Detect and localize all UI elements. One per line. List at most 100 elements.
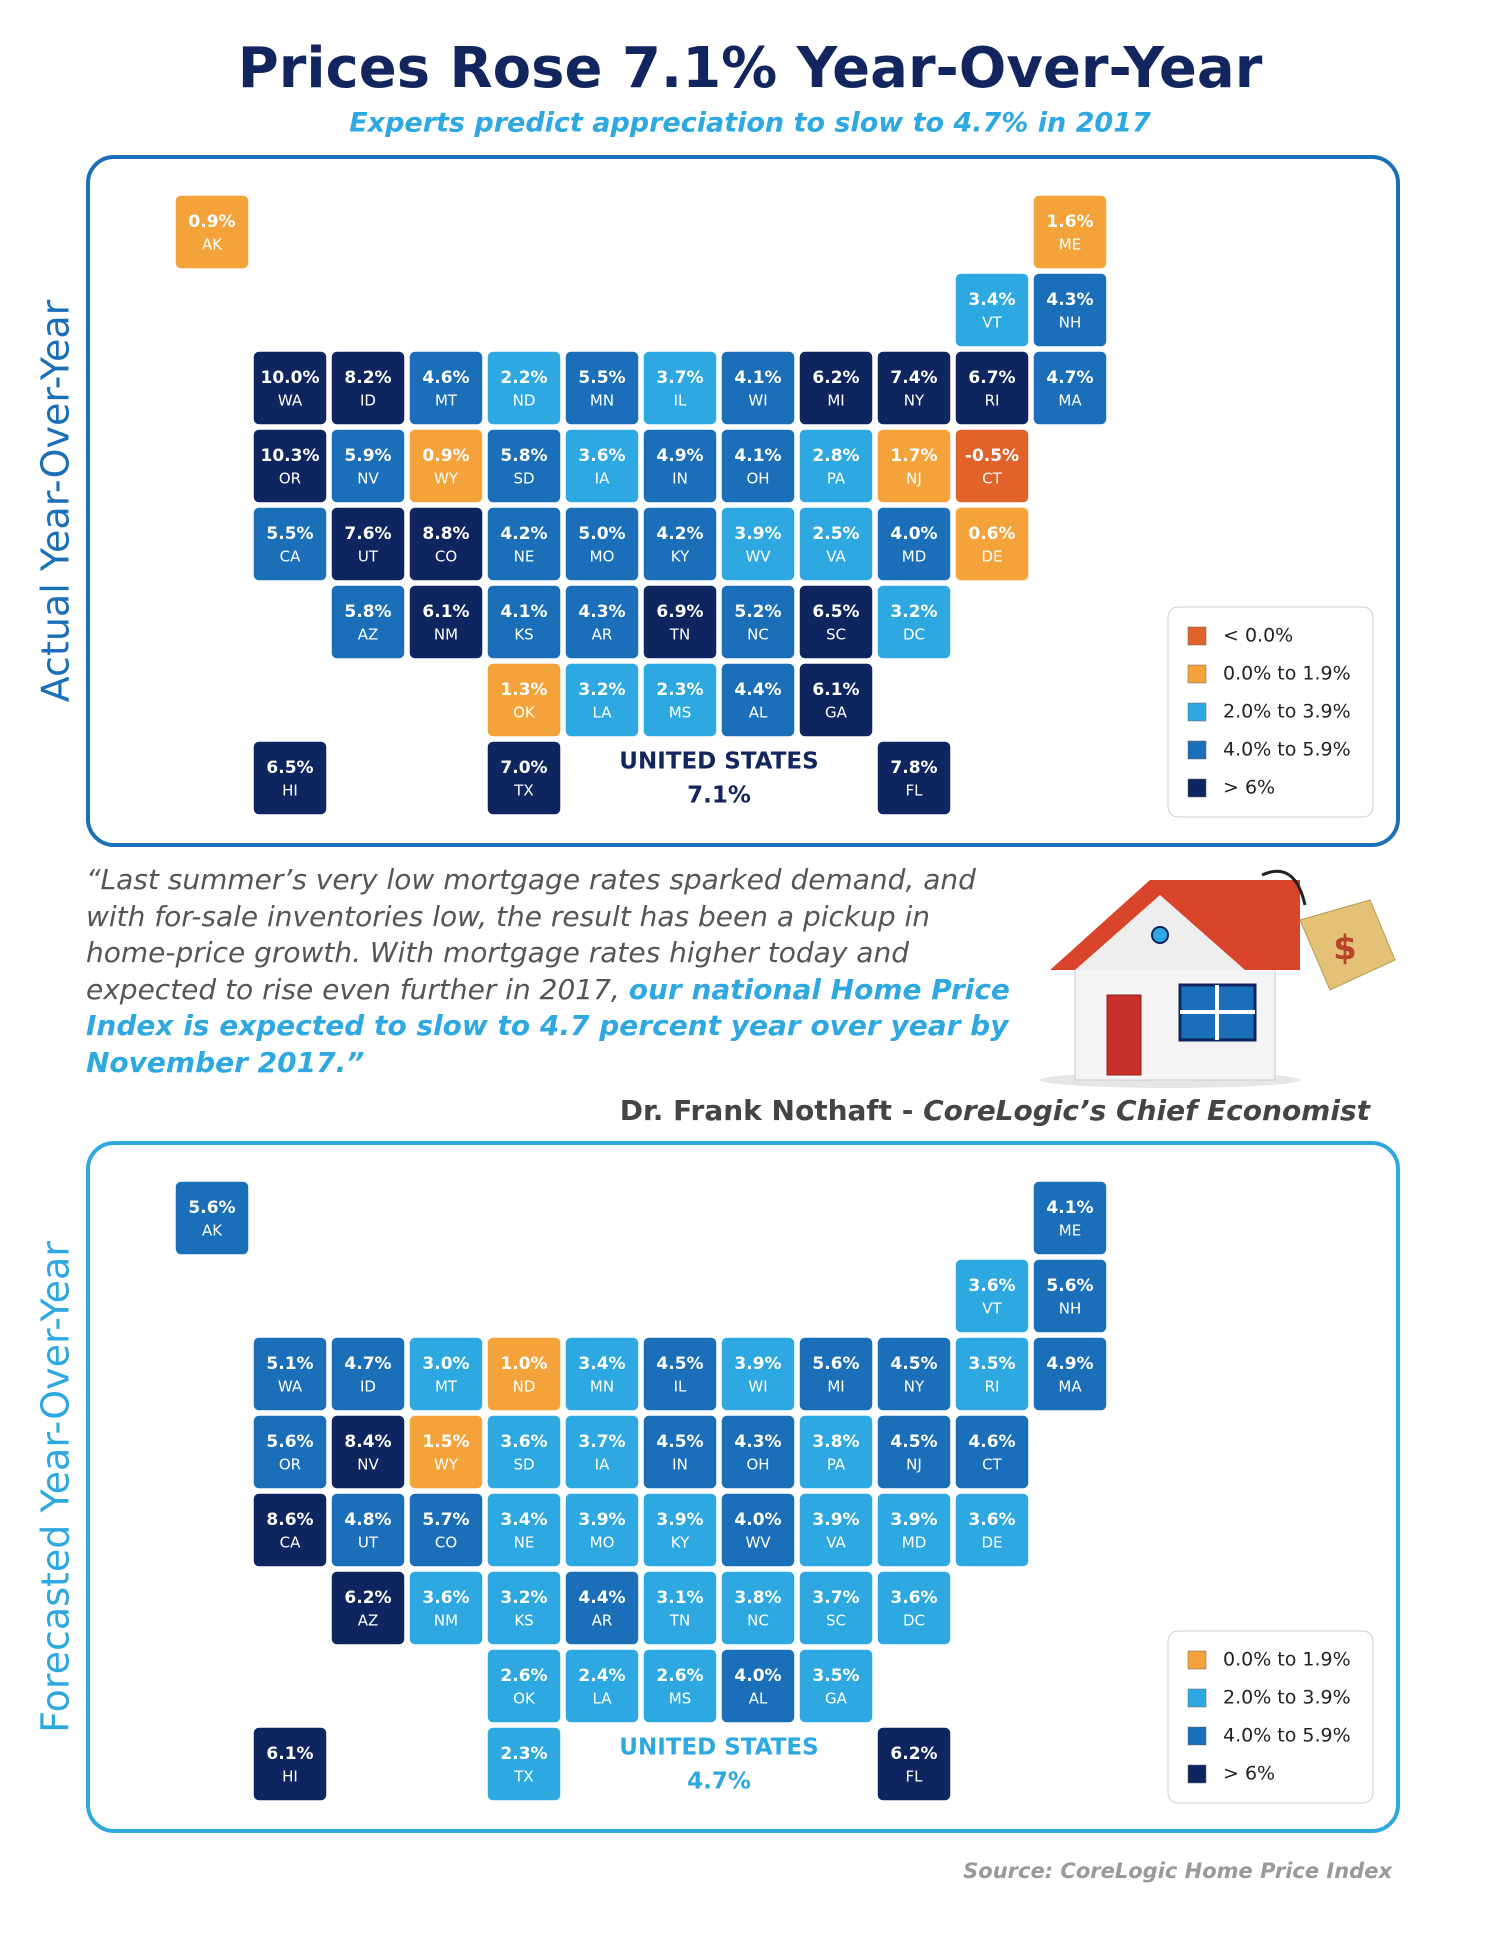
svg-text:$: $ (1333, 929, 1357, 969)
state-tile (720, 1492, 796, 1568)
state-tile (876, 740, 952, 816)
state-tile (876, 1492, 952, 1568)
state-tile (252, 506, 328, 582)
state-tile (330, 1336, 406, 1412)
state-value: 2.3% (500, 1744, 547, 1764)
state-value: 6.1% (422, 602, 469, 622)
state-tile (954, 1492, 1030, 1568)
state-value: 4.8% (344, 1510, 391, 1530)
state-tile (954, 428, 1030, 504)
state-abbr: WV (745, 548, 771, 566)
state-tile (954, 350, 1030, 426)
state-abbr: NE (514, 548, 535, 566)
state-abbr: WY (434, 470, 459, 488)
state-abbr: WY (434, 1456, 459, 1474)
state-value: 4.0% (734, 1510, 781, 1530)
state-value: 3.7% (578, 1432, 625, 1452)
state-value: 6.5% (266, 758, 313, 778)
quote: “Last summer’s very low mortgage rates s… (86, 862, 1016, 1081)
state-abbr: DC (903, 626, 925, 644)
state-abbr: NJ (906, 470, 922, 488)
legend-label: 2.0% to 3.9% (1223, 1687, 1351, 1709)
state-tile (486, 1492, 562, 1568)
state-abbr: PA (827, 470, 846, 488)
state-value: 4.6% (968, 1432, 1015, 1452)
state-abbr: WA (278, 1378, 303, 1396)
state-abbr: OR (279, 470, 301, 488)
subtitle: Experts predict appreciation to slow to … (349, 108, 1151, 139)
state-abbr: AR (592, 1612, 613, 1630)
state-value: 3.6% (422, 1588, 469, 1608)
state-abbr: DE (981, 1534, 1002, 1552)
state-tile (330, 1492, 406, 1568)
state-abbr: DC (903, 1612, 925, 1630)
state-abbr: IA (595, 470, 610, 488)
state-value: 4.2% (656, 524, 703, 544)
legend-label: 0.0% to 1.9% (1223, 663, 1351, 685)
state-abbr: AZ (358, 1612, 379, 1630)
state-abbr: MN (590, 392, 614, 410)
state-value: 3.5% (812, 1666, 859, 1686)
state-tile (876, 1726, 952, 1802)
state-value: 1.5% (422, 1432, 469, 1452)
legend-swatch (1187, 1726, 1207, 1746)
state-abbr: TN (669, 626, 690, 644)
state-abbr: IL (674, 392, 687, 410)
state-abbr: NC (747, 626, 769, 644)
state-value: 4.2% (500, 524, 547, 544)
state-value: 5.0% (578, 524, 625, 544)
state-value: 0.9% (422, 446, 469, 466)
state-tile (798, 584, 874, 660)
state-tile (720, 1648, 796, 1724)
state-abbr: AK (202, 236, 223, 254)
state-value: 3.6% (968, 1510, 1015, 1530)
state-abbr: NV (357, 1456, 379, 1474)
state-tile (1032, 272, 1108, 348)
map-frame (86, 1141, 1400, 1833)
state-abbr: MA (1058, 392, 1082, 410)
state-abbr: IL (674, 1378, 687, 1396)
state-tile (720, 506, 796, 582)
state-abbr: LA (593, 1690, 613, 1708)
state-value: 8.8% (422, 524, 469, 544)
state-abbr: ID (360, 1378, 376, 1396)
state-abbr: NH (1059, 1300, 1082, 1318)
state-abbr: MI (827, 1378, 844, 1396)
state-tile (954, 1414, 1030, 1490)
state-value: 4.7% (1046, 368, 1093, 388)
legend-swatch (1187, 664, 1207, 684)
state-tile (1032, 1258, 1108, 1334)
state-value: 4.4% (578, 1588, 625, 1608)
state-abbr: NM (434, 1612, 458, 1630)
state-value: 1.3% (500, 680, 547, 700)
state-value: 5.7% (422, 1510, 469, 1530)
legend-swatch (1187, 702, 1207, 722)
side-label: Actual Year-Over-Year (34, 299, 78, 702)
state-tile (798, 1570, 874, 1646)
legend-swatch (1187, 740, 1207, 760)
legend-swatch (1187, 1688, 1207, 1708)
state-value: 3.9% (734, 524, 781, 544)
state-abbr: MD (902, 1534, 927, 1552)
state-tile (798, 350, 874, 426)
state-tile (486, 584, 562, 660)
us-total-value: 4.7% (687, 1769, 751, 1795)
state-tile (798, 428, 874, 504)
state-value: 4.6% (422, 368, 469, 388)
state-tile (564, 1648, 640, 1724)
state-value: 3.6% (500, 1432, 547, 1452)
state-value: 4.3% (1046, 290, 1093, 310)
state-value: 6.2% (344, 1588, 391, 1608)
state-value: 6.5% (812, 602, 859, 622)
state-value: 4.1% (734, 368, 781, 388)
state-tile (720, 584, 796, 660)
state-abbr: MS (669, 704, 691, 722)
state-value: 5.1% (266, 1354, 313, 1374)
state-abbr: AR (592, 626, 613, 644)
state-abbr: DE (981, 548, 1002, 566)
state-abbr: IN (672, 470, 688, 488)
legend-label: 2.0% to 3.9% (1223, 701, 1351, 723)
state-tile (876, 350, 952, 426)
legend-swatch (1187, 778, 1207, 798)
